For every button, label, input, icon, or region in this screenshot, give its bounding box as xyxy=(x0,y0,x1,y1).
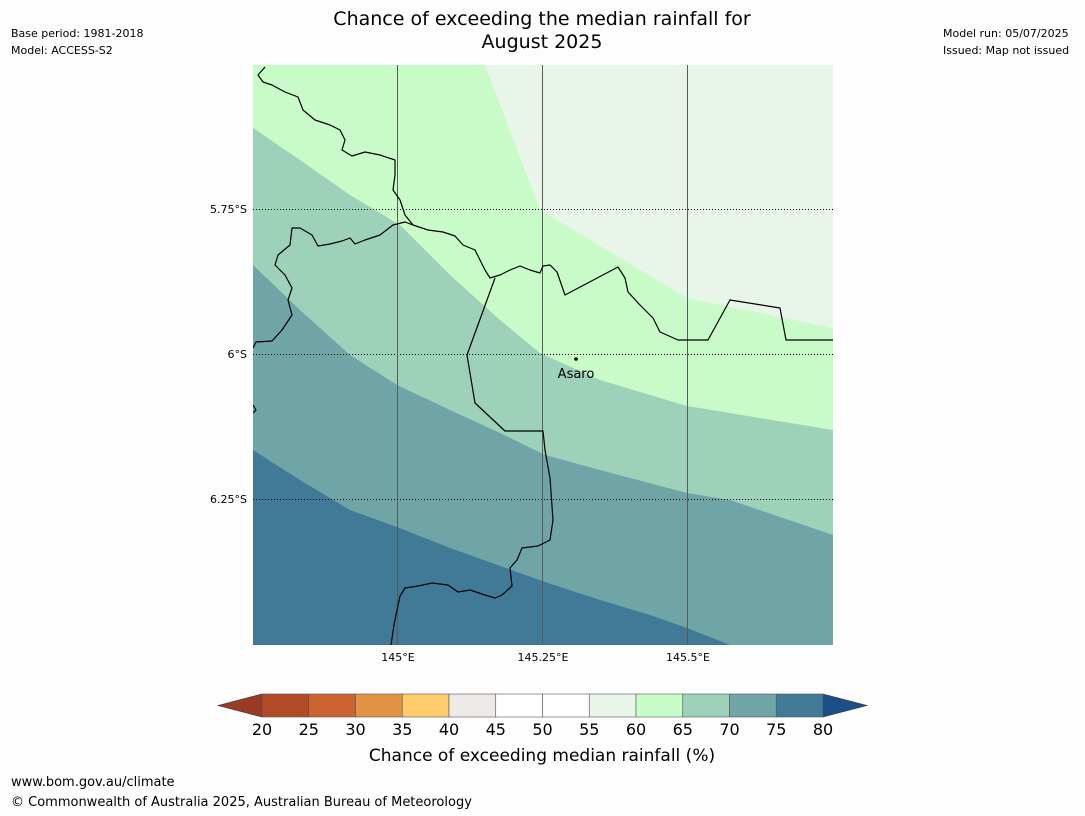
lat-label-6-25: 6.25°S xyxy=(210,493,247,506)
map-area xyxy=(253,65,833,645)
colorbar-swatch xyxy=(495,693,543,718)
province-boundaries xyxy=(253,66,833,645)
asaro-marker: Asaro xyxy=(558,357,595,382)
model-run: Model run: 05/07/2025 xyxy=(943,27,1069,40)
colorbar-swatch xyxy=(448,693,497,718)
colorbar-tick-label: 20 xyxy=(252,720,272,739)
colorbar-tick-label: 60 xyxy=(626,720,646,739)
issued-status: Issued: Map not issued xyxy=(943,44,1070,57)
colorbar-tick-label: 80 xyxy=(813,720,833,739)
colorbar-high-extend xyxy=(822,693,869,718)
lat-label-5-75: 5.75°S xyxy=(210,203,247,216)
colorbar-tick-label: 55 xyxy=(579,720,599,739)
colorbar-tick-label: 25 xyxy=(299,720,319,739)
title-line-1: Chance of exceeding the median rainfall … xyxy=(333,8,751,30)
model-name: Model: ACCESS-S2 xyxy=(11,44,113,57)
colorbar-tick-label: 65 xyxy=(673,720,693,739)
colorbar-swatches xyxy=(261,693,824,718)
colorbar-tick-label: 30 xyxy=(345,720,365,739)
colorbar-swatch xyxy=(635,693,684,718)
longitude-labels: 145°E 145.25°E 145.5°E xyxy=(381,651,710,664)
colorbar-swatch xyxy=(308,693,356,718)
colorbar-low-extend xyxy=(216,693,263,718)
colorbar-swatch xyxy=(542,693,590,718)
colorbar-swatch xyxy=(588,693,637,718)
latitude-labels: 5.75°S 6°S 6.25°S xyxy=(210,203,247,506)
boundary-west-fragment xyxy=(253,404,257,414)
lat-label-6: 6°S xyxy=(228,348,247,361)
map-title: Chance of exceeding the median rainfall … xyxy=(242,8,842,54)
boundary-middle xyxy=(253,221,414,349)
colorbar-ticks: 20 25 30 35 40 45 50 55 60 65 70 75 80 xyxy=(252,720,833,739)
footer-url[interactable]: www.bom.gov.au/climate xyxy=(11,775,175,790)
lon-label-145: 145°E xyxy=(381,651,414,664)
contour-band-75-80 xyxy=(253,450,730,645)
colorbar: 20 25 30 35 40 45 50 55 60 65 70 75 80 Chance of exc… xyxy=(216,693,869,766)
boundary-south xyxy=(390,277,554,645)
colorbar-tick-label: 70 xyxy=(719,720,739,739)
title-line-2: August 2025 xyxy=(481,31,603,53)
colorbar-swatch xyxy=(261,693,310,718)
colorbar-swatch xyxy=(401,693,450,718)
run-info: Model run: 05/07/2025 Issued: Map not is… xyxy=(943,25,1069,59)
colorbar-tick-label: 45 xyxy=(486,720,506,739)
lon-label-145-25: 145.25°E xyxy=(518,651,569,664)
colorbar-swatch xyxy=(355,693,403,718)
asaro-label: Asaro xyxy=(558,367,595,382)
colorbar-label: Chance of exceeding median rainfall (%) xyxy=(369,746,715,766)
colorbar-swatch xyxy=(729,693,777,718)
colorbar-tick-label: 40 xyxy=(439,720,459,739)
colorbar-tick-label: 50 xyxy=(532,720,552,739)
model-info: Base period: 1981-2018 Model: ACCESS-S2 xyxy=(11,25,143,59)
boundary-north xyxy=(257,66,833,341)
base-period: Base period: 1981-2018 xyxy=(11,27,144,40)
colorbar-swatch xyxy=(775,693,824,718)
colorbar-swatch xyxy=(682,693,730,718)
asaro-point xyxy=(574,357,578,361)
lon-label-145-5: 145.5°E xyxy=(666,651,710,664)
graticule-latitudes xyxy=(253,209,833,500)
footer-copyright: © Commonwealth of Australia 2025, Austra… xyxy=(11,795,472,810)
colorbar-tick-label: 35 xyxy=(392,720,412,739)
colorbar-tick-label: 75 xyxy=(766,720,786,739)
